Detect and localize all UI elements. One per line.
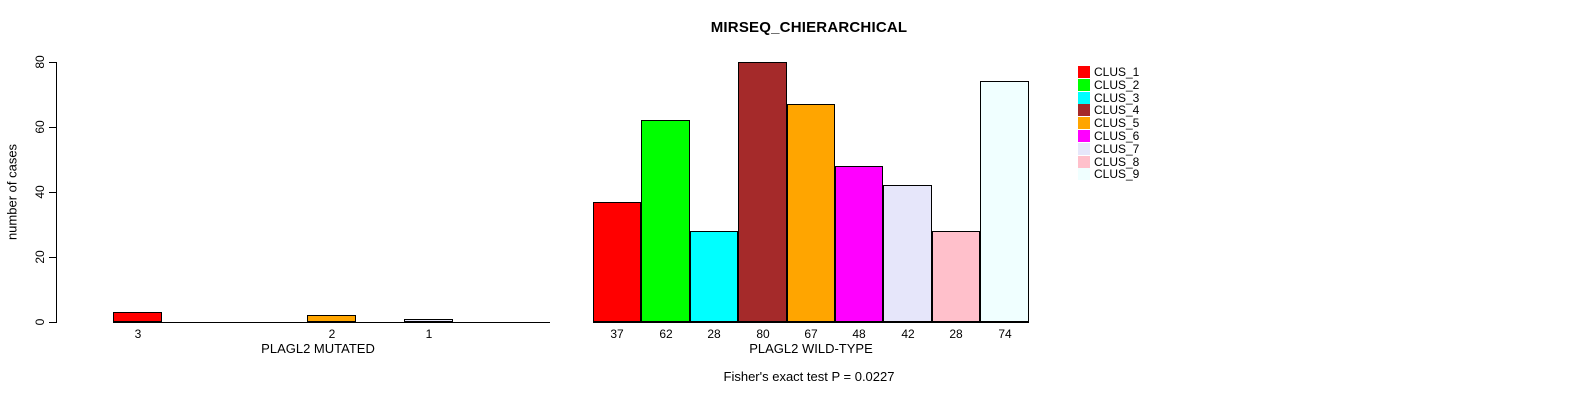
y-axis-tick-label: 80 [33, 55, 47, 69]
bar-value-label: 67 [804, 327, 818, 341]
x-axis-title-mutated: PLAGL2 MUTATED [261, 341, 375, 356]
y-axis-line [56, 62, 57, 323]
legend-label-CLUS_1: CLUS_1 [1094, 65, 1140, 79]
legend-label-CLUS_5: CLUS_5 [1094, 116, 1140, 130]
y-axis-tick [49, 127, 56, 128]
legend-label-CLUS_7: CLUS_7 [1094, 142, 1140, 156]
bar-value-label: 80 [756, 327, 770, 341]
bar-CLUS_6 [835, 166, 883, 322]
y-axis-tick [49, 322, 56, 323]
y-axis-tick [49, 257, 56, 258]
bar-CLUS_8 [932, 231, 980, 322]
bar-CLUS_1 [113, 312, 162, 322]
y-axis-title: number of cases [4, 143, 20, 241]
bar-CLUS_1 [593, 202, 641, 322]
legend-swatch-CLUS_5 [1078, 117, 1090, 129]
bar-value-label: 28 [707, 327, 721, 341]
bar-CLUS_5 [307, 315, 356, 322]
legend-swatch-CLUS_7 [1078, 143, 1090, 155]
bar-value-label: 62 [659, 327, 673, 341]
bar-value-label: 42 [901, 327, 915, 341]
bar-value-label: 74 [998, 327, 1012, 341]
x-axis-title-wildtype: PLAGL2 WILD-TYPE [749, 341, 873, 356]
legend-swatch-CLUS_8 [1078, 156, 1090, 168]
chart-title: MIRSEQ_CHIERARCHICAL [710, 19, 908, 36]
legend-swatch-CLUS_9 [1078, 168, 1090, 180]
y-axis-tick-label: 40 [33, 185, 47, 199]
panel-baseline [113, 322, 550, 323]
bar-CLUS_5 [787, 104, 835, 322]
legend-label-CLUS_8: CLUS_8 [1094, 155, 1140, 169]
fisher-test-annotation: Fisher's exact test P = 0.0227 [723, 369, 895, 384]
legend-label-CLUS_6: CLUS_6 [1094, 129, 1140, 143]
bar-CLUS_4 [738, 62, 787, 322]
bar-value-label: 3 [134, 327, 142, 341]
legend-swatch-CLUS_4 [1078, 104, 1090, 116]
legend-label-CLUS_4: CLUS_4 [1094, 103, 1140, 117]
panel-baseline [593, 322, 1029, 323]
y-axis-tick [49, 192, 56, 193]
legend-label-CLUS_3: CLUS_3 [1094, 91, 1140, 105]
y-axis-tick [49, 62, 56, 63]
bar-value-label: 2 [328, 327, 336, 341]
bar-CLUS_2 [641, 120, 690, 322]
y-axis-tick-label: 0 [33, 318, 47, 326]
legend-swatch-CLUS_3 [1078, 92, 1090, 104]
y-axis-tick-label: 60 [33, 120, 47, 134]
legend-label-CLUS_2: CLUS_2 [1094, 78, 1140, 92]
bar-CLUS_7 [883, 185, 932, 322]
y-axis-tick-label: 20 [33, 250, 47, 264]
bar-value-label: 37 [610, 327, 624, 341]
bar-value-label: 1 [425, 327, 433, 341]
legend-label-CLUS_9: CLUS_9 [1094, 167, 1140, 181]
bar-CLUS_3 [690, 231, 738, 322]
bar-value-label: 28 [949, 327, 963, 341]
bar-CLUS_7 [404, 319, 453, 322]
bar-CLUS_9 [980, 81, 1029, 322]
legend-swatch-CLUS_2 [1078, 79, 1090, 91]
legend-swatch-CLUS_6 [1078, 130, 1090, 142]
legend-swatch-CLUS_1 [1078, 66, 1090, 78]
bar-value-label: 48 [852, 327, 866, 341]
